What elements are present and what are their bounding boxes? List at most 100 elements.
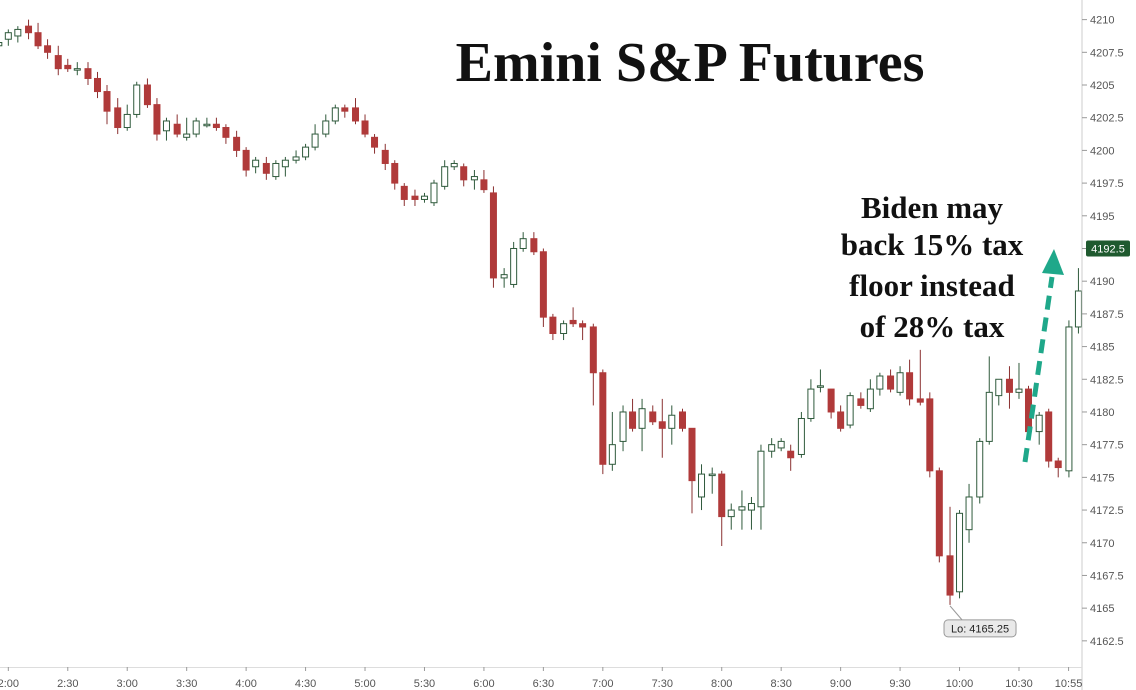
candle bbox=[708, 467, 716, 494]
candle-body bbox=[629, 411, 637, 429]
candle bbox=[965, 483, 973, 543]
candle-body bbox=[866, 388, 874, 410]
candle-body bbox=[906, 372, 914, 400]
candle-body bbox=[510, 247, 518, 285]
candle bbox=[619, 405, 627, 452]
low-price-tag bbox=[943, 619, 1017, 638]
y-tick-label: 4187.5 bbox=[1090, 309, 1124, 321]
x-tick-label: 3:00 bbox=[117, 678, 138, 690]
candle-body bbox=[252, 159, 260, 168]
candle-body bbox=[93, 77, 101, 93]
candle-body bbox=[876, 375, 884, 390]
y-tick-label: 4205 bbox=[1090, 80, 1114, 92]
low-price-label: Lo: 4165.25 bbox=[951, 623, 1009, 635]
candle-body bbox=[619, 411, 627, 442]
candle-body bbox=[807, 388, 815, 420]
candle-body bbox=[242, 149, 250, 171]
candle-body bbox=[34, 32, 42, 47]
chart-title: Emini S&P Futures bbox=[456, 32, 925, 94]
y-tick-label: 4182.5 bbox=[1090, 374, 1124, 386]
y-tick-label: 4170 bbox=[1090, 538, 1114, 550]
candle-body bbox=[530, 238, 538, 253]
y-tick-label: 4180 bbox=[1090, 407, 1114, 419]
x-tick-label: 9:00 bbox=[830, 678, 851, 690]
candle bbox=[926, 392, 934, 478]
candle-body bbox=[212, 123, 220, 129]
candle-body bbox=[470, 176, 478, 181]
candle bbox=[569, 307, 577, 327]
candle bbox=[1074, 268, 1082, 334]
candle bbox=[976, 438, 984, 504]
candle bbox=[331, 104, 339, 125]
candle bbox=[510, 241, 518, 288]
candle-body bbox=[400, 185, 408, 200]
x-tick-label: 2:30 bbox=[57, 678, 78, 690]
candle bbox=[93, 71, 101, 99]
candle bbox=[579, 320, 587, 341]
candle-body bbox=[935, 470, 943, 557]
candle-body bbox=[678, 411, 686, 429]
y-tick-label: 4172.5 bbox=[1090, 505, 1124, 517]
candle-body bbox=[768, 444, 776, 452]
candle bbox=[400, 183, 408, 206]
candle-body bbox=[727, 509, 735, 518]
candle-body bbox=[1054, 460, 1062, 469]
candle bbox=[956, 510, 964, 599]
candle-body bbox=[371, 136, 379, 148]
candle bbox=[73, 62, 81, 76]
candle-body bbox=[1035, 414, 1043, 433]
candle-body bbox=[281, 159, 289, 168]
candle bbox=[450, 160, 458, 171]
candle bbox=[114, 98, 122, 135]
candle-body bbox=[539, 251, 547, 318]
y-tick-label: 4177.5 bbox=[1090, 440, 1124, 452]
candle-body bbox=[272, 162, 280, 178]
candle bbox=[887, 369, 895, 393]
y-tick-label: 4190 bbox=[1090, 276, 1114, 288]
candle bbox=[995, 378, 1003, 406]
x-tick-label: 3:30 bbox=[176, 678, 197, 690]
candle-body bbox=[985, 391, 993, 442]
candle-body bbox=[777, 440, 785, 449]
candle bbox=[857, 392, 865, 409]
candle-body bbox=[916, 398, 924, 403]
y-tick-label: 4165 bbox=[1090, 603, 1114, 615]
candle bbox=[153, 98, 161, 141]
candle-body bbox=[84, 68, 92, 79]
candle bbox=[480, 170, 488, 193]
candle-body bbox=[262, 162, 270, 174]
candle-body bbox=[430, 182, 438, 204]
candle bbox=[530, 232, 538, 256]
candle bbox=[361, 114, 369, 138]
candle bbox=[272, 160, 280, 180]
x-tick-label: 4:30 bbox=[295, 678, 316, 690]
candle bbox=[54, 45, 62, 76]
candle-body bbox=[965, 496, 973, 531]
x-tick-label: 5:30 bbox=[414, 678, 435, 690]
candle bbox=[84, 62, 92, 86]
candle-body bbox=[114, 107, 122, 129]
candle bbox=[539, 248, 547, 327]
candle-body bbox=[649, 411, 657, 423]
candle bbox=[302, 143, 310, 161]
candle bbox=[599, 369, 607, 475]
candle bbox=[896, 366, 904, 396]
y-tick-label: 4207.5 bbox=[1090, 47, 1124, 59]
candle-body bbox=[4, 32, 12, 40]
candle-body bbox=[192, 120, 200, 135]
candle bbox=[371, 134, 379, 154]
candle-body bbox=[420, 195, 428, 200]
candle-body bbox=[322, 120, 330, 135]
candle-body bbox=[738, 506, 746, 511]
x-tick-label: 7:30 bbox=[652, 678, 673, 690]
arrow-shaft bbox=[1022, 276, 1055, 463]
candle bbox=[173, 114, 181, 138]
candle bbox=[649, 405, 657, 426]
candle bbox=[1065, 320, 1073, 478]
candle bbox=[281, 156, 289, 177]
candle bbox=[916, 349, 924, 406]
last-price-label: 4192.5 bbox=[1091, 243, 1125, 255]
annotation-line: floor instead bbox=[849, 268, 1015, 303]
candle-body bbox=[698, 473, 706, 498]
